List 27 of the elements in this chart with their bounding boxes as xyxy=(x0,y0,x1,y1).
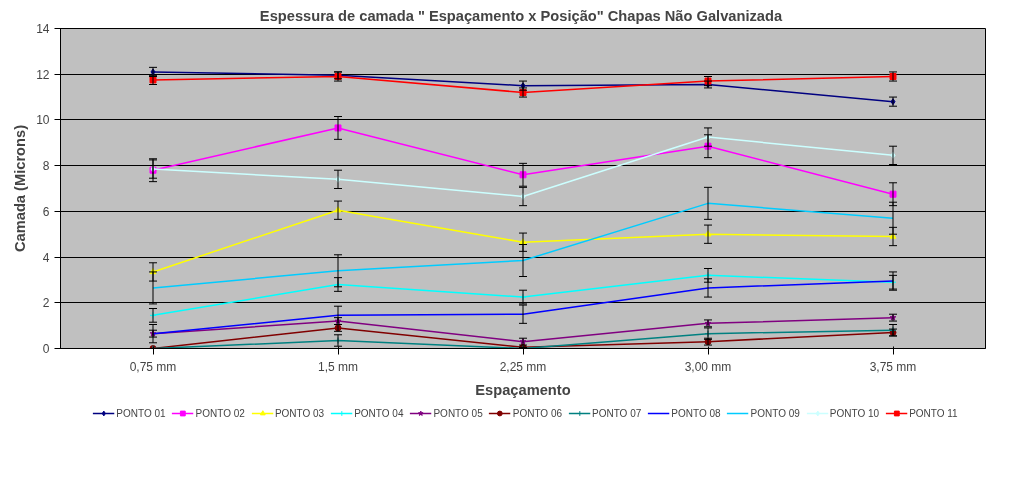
chart-title: Espessura de camada " Espaçamento x Posição" Chapas Não Galvanizada xyxy=(259,7,783,24)
legend-label: PONTO 06 xyxy=(512,407,563,419)
y-tick-label: 2 xyxy=(42,296,50,311)
y-axis-title: Camada (Microns) xyxy=(12,124,29,253)
legend-label: PONTO 10 xyxy=(829,407,880,419)
legend-label: PONTO 03 xyxy=(274,407,325,419)
legend-label: PONTO 02 xyxy=(195,407,245,419)
x-tick-label: 3,75 mm xyxy=(869,359,917,374)
x-tick-label: 3,00 mm xyxy=(684,359,732,374)
legend-label: PONTO 11 xyxy=(909,407,958,419)
y-tick-label: 12 xyxy=(36,67,50,82)
legend-label: PONTO 05 xyxy=(433,407,483,419)
legend-label: PONTO 04 xyxy=(354,407,404,419)
y-tick-label: 10 xyxy=(36,113,50,128)
y-tick-label: 6 xyxy=(42,204,50,219)
y-tick-label: 14 xyxy=(36,22,50,36)
legend-label: PONTO 01 xyxy=(116,407,166,419)
x-tick-label: 1,5 mm xyxy=(318,359,359,374)
x-tick-label: 2,25 mm xyxy=(499,359,547,374)
legend-label: PONTO 08 xyxy=(671,407,721,419)
legend-label: PONTO 09 xyxy=(750,407,800,419)
y-tick-label: 8 xyxy=(42,159,50,174)
y-tick-label: 4 xyxy=(42,250,50,265)
x-tick-label: 0,75 mm xyxy=(129,359,177,374)
legend-label: PONTO 07 xyxy=(592,407,642,419)
x-axis-title: Espaçamento xyxy=(475,381,571,398)
y-tick-label: 0 xyxy=(42,342,50,356)
